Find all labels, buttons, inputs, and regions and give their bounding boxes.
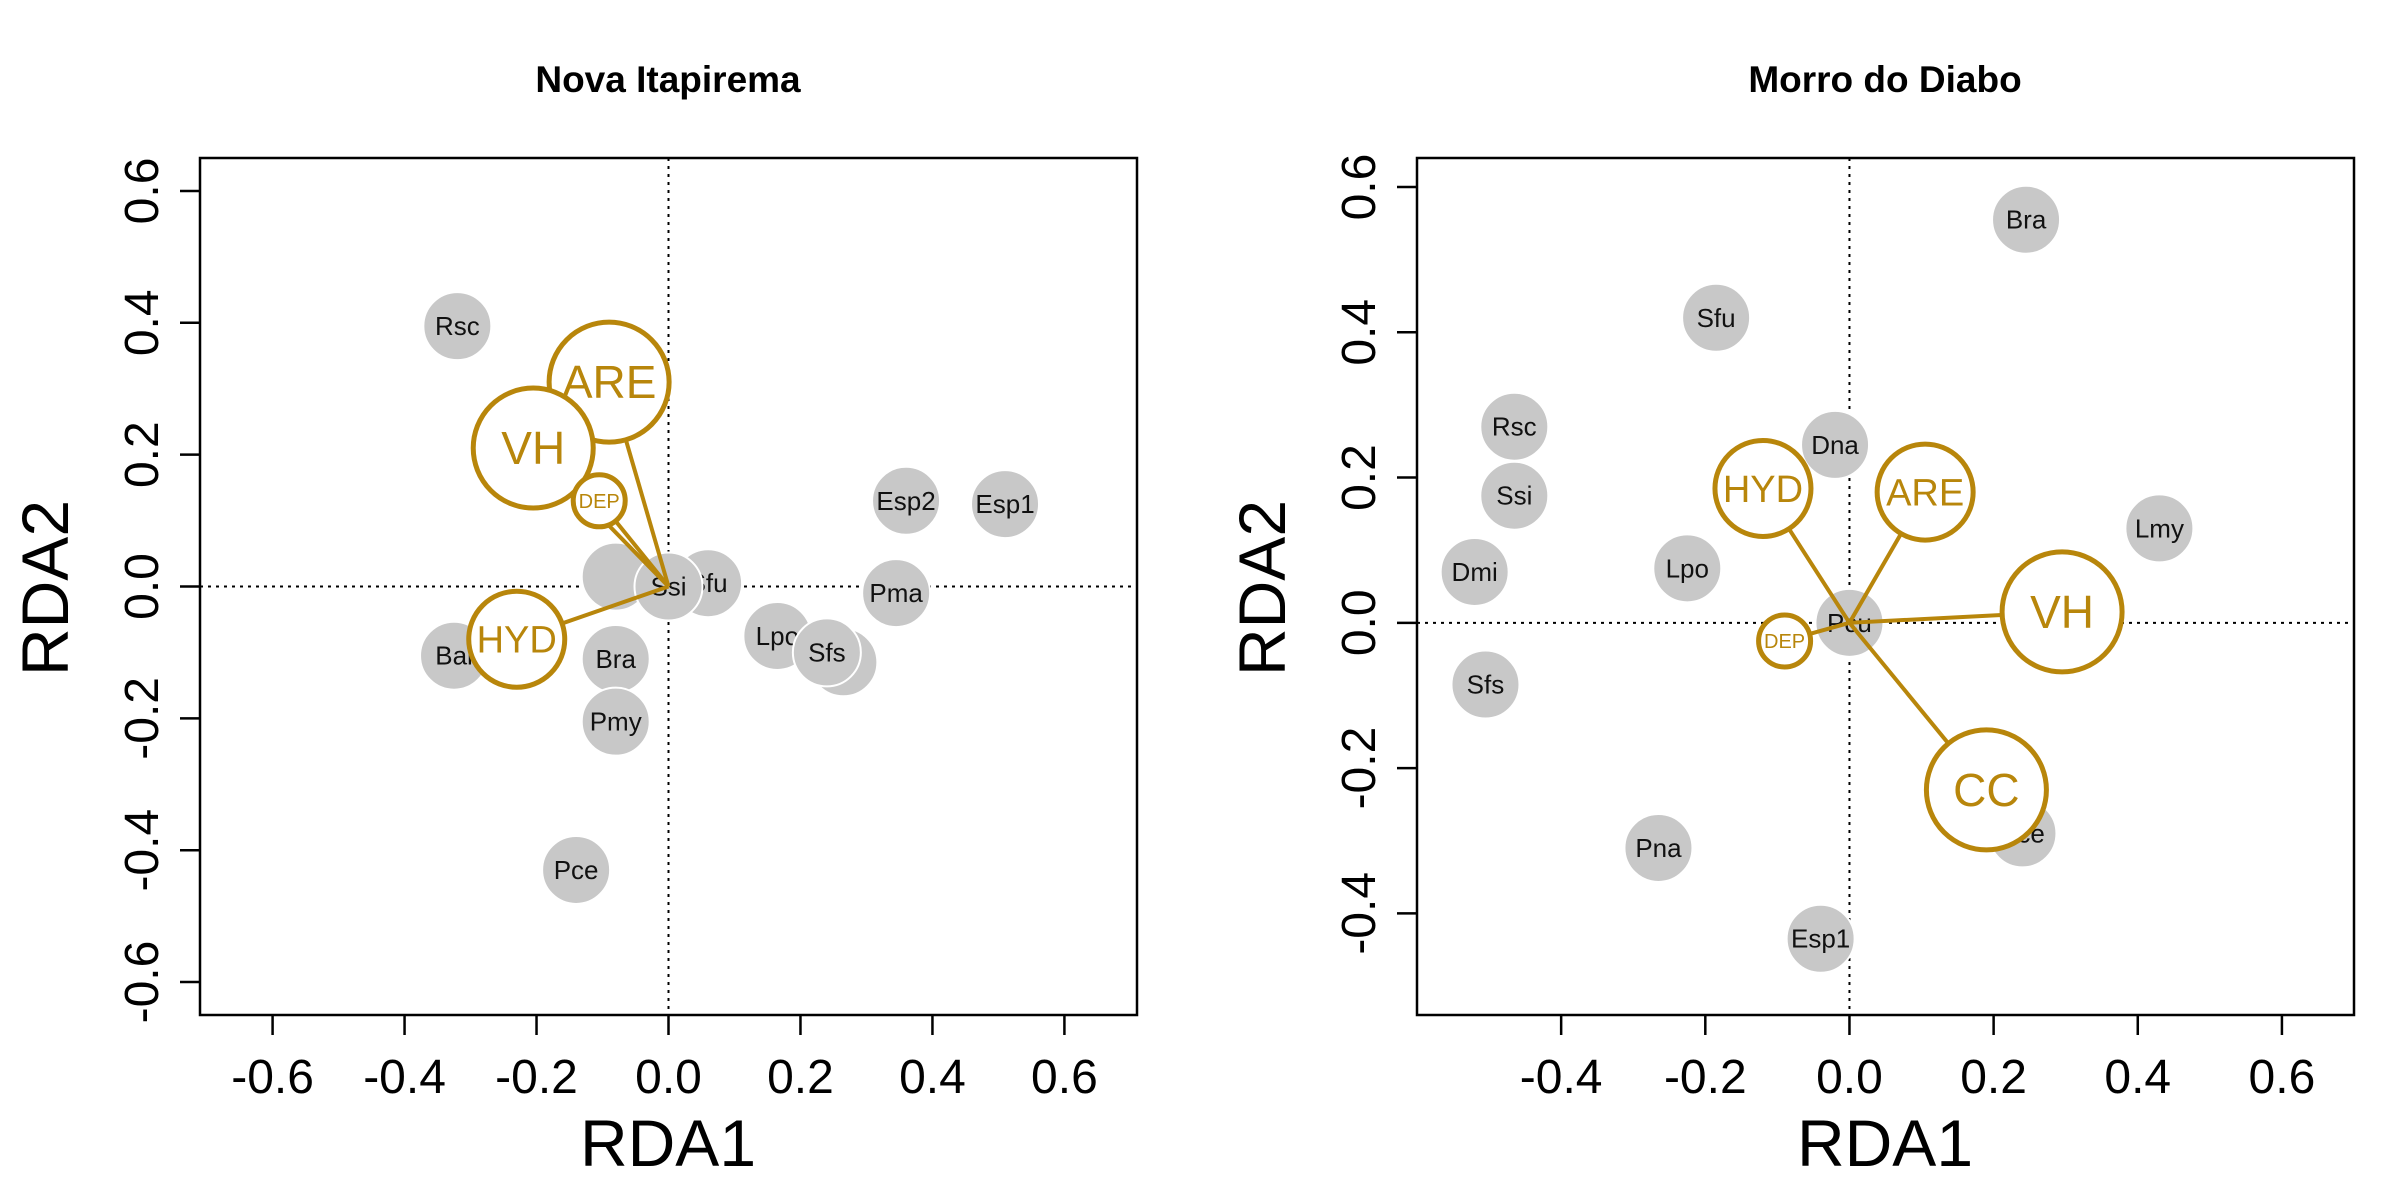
x-tick-label: 0.6	[2249, 1051, 2316, 1104]
y-tick-label: 0.4	[116, 289, 169, 356]
species-point	[541, 834, 612, 905]
species-label: Bra	[595, 644, 636, 674]
species-point	[1991, 184, 2062, 255]
y-tick-label: -0.4	[1333, 872, 1386, 955]
species-label: Rsc	[1492, 412, 1537, 442]
env-vector-label: DEP	[579, 491, 620, 513]
x-tick-label: -0.2	[495, 1051, 578, 1104]
species-label: Lmy	[2135, 513, 2184, 543]
env-vector-marker	[1874, 441, 1976, 543]
env-vector-label: HYD	[477, 620, 557, 662]
env-vector-label: VH	[501, 422, 565, 474]
species-label: Sfs	[808, 637, 846, 667]
x-axis-label: RDA1	[1797, 1106, 1973, 1180]
y-axis-label: RDA2	[8, 500, 82, 676]
panel-title: Nova Itapirema	[535, 59, 801, 100]
env-vector-marker	[570, 472, 628, 530]
x-tick-label: 0.0	[635, 1051, 702, 1104]
x-tick-label: -0.2	[1664, 1051, 1747, 1104]
species-point	[1450, 649, 1521, 720]
env-vector-label: ARE	[562, 356, 657, 408]
species-point	[970, 469, 1041, 540]
x-tick-label: 0.4	[2104, 1051, 2171, 1104]
species-label: Esp2	[876, 486, 935, 516]
species-point	[1439, 536, 1510, 607]
y-tick-label: 0.2	[1333, 444, 1386, 511]
species-point	[1652, 533, 1723, 604]
plot-frame	[1415, 156, 2356, 1017]
x-tick-label: 0.0	[1816, 1051, 1883, 1104]
species-label: Pce	[554, 855, 599, 885]
species-point	[1800, 409, 1871, 480]
y-tick-label: -0.4	[116, 809, 169, 892]
y-tick-label: 0.6	[116, 158, 169, 225]
y-tick-label: 0.4	[1333, 299, 1386, 366]
species-point	[861, 558, 932, 629]
env-vector-marker	[1999, 549, 2125, 675]
species-point	[580, 686, 651, 757]
species-point	[422, 291, 493, 362]
species-label: Esp1	[1791, 924, 1850, 954]
species-label: Bra	[2006, 205, 2047, 235]
y-tick-label: -0.2	[116, 677, 169, 760]
y-tick-label: -0.2	[1333, 727, 1386, 810]
x-tick-label: -0.6	[231, 1051, 314, 1104]
y-axis-label: RDA2	[1225, 500, 1299, 676]
panel-nova-itapirema: Nova Itapirema RDA1 RDA2 Rsc Bal Bra Pmy Pce…	[8, 59, 1139, 1180]
species-label: Sfs	[1467, 670, 1505, 700]
env-vector-label: VH	[2030, 586, 2094, 638]
x-tick-label: 0.6	[1031, 1051, 1098, 1104]
x-tick-label: -0.4	[1520, 1051, 1603, 1104]
env-vector-label: ARE	[1886, 472, 1964, 514]
species-point	[2124, 493, 2195, 564]
y-tick-label: 0.0	[1333, 589, 1386, 656]
species-label: Pmy	[590, 707, 642, 737]
env-vector-marker	[1756, 612, 1814, 670]
env-vector-marker	[1712, 437, 1814, 539]
species-label: Dna	[1811, 430, 1859, 460]
env-vector-marker	[470, 385, 596, 511]
panel-title: Morro do Diabo	[1748, 59, 2021, 100]
species-label: Dmi	[1452, 557, 1498, 587]
x-tick-label: 0.2	[1960, 1051, 2027, 1104]
env-vector-marker	[1923, 727, 2049, 853]
species-label: Esp1	[975, 489, 1034, 519]
species-label: Pma	[869, 578, 923, 608]
species-label: Lpo	[1666, 553, 1709, 583]
species-label: Sfu	[1697, 303, 1736, 333]
species-point	[1623, 812, 1694, 883]
env-vector-label: DEP	[1764, 631, 1805, 653]
species-point	[871, 465, 942, 536]
y-tick-label: -0.6	[116, 941, 169, 1024]
env-vector-label: HYD	[1723, 469, 1803, 511]
x-tick-label: 0.2	[767, 1051, 834, 1104]
species-label: Bal	[435, 641, 473, 671]
y-tick-label: 0.2	[116, 421, 169, 488]
x-tick-label: 0.4	[899, 1051, 966, 1104]
env-vector-marker	[466, 588, 568, 690]
x-axis-label: RDA1	[580, 1106, 756, 1180]
y-tick-label: 0.0	[116, 553, 169, 620]
species-point	[1681, 282, 1752, 353]
x-tick-label: -0.4	[363, 1051, 446, 1104]
species-label: Rsc	[435, 311, 480, 341]
species-label: Lpo	[756, 621, 799, 651]
species-point	[1785, 903, 1856, 974]
env-vector-label: CC	[1953, 764, 2019, 816]
species-point	[1479, 460, 1550, 531]
y-tick-label: 0.6	[1333, 154, 1386, 221]
species-label: Ssi	[1496, 481, 1532, 511]
species-point	[791, 617, 862, 688]
panel-morro-do-diabo: Morro do Diabo RDA1 RDA2 Bra Sfu Rsc Ssi Dmi…	[1225, 59, 2356, 1180]
species-label: Pna	[1635, 833, 1682, 863]
